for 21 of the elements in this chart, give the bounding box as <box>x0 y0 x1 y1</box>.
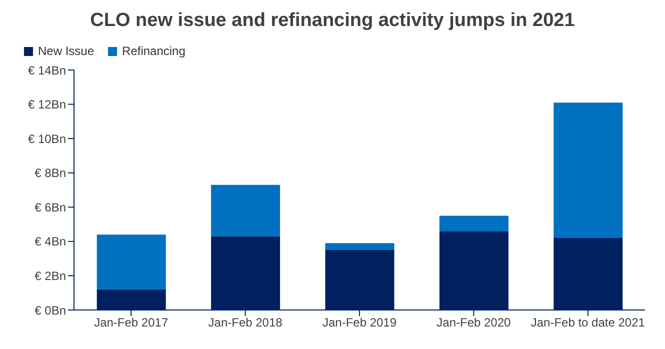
y-tick-label: € 8Bn <box>34 166 66 180</box>
x-tick-label: Jan-Feb 2017 <box>94 316 168 330</box>
x-tick-label: Jan-Feb 2020 <box>436 316 512 330</box>
y-tick-label: € 2Bn <box>34 268 66 283</box>
chart-title: CLO new issue and refinancing activity jumps in 2021 <box>89 9 576 33</box>
bar <box>325 243 394 250</box>
legend-label: Refinancing <box>121 43 186 60</box>
y-tick-label: € 0Bn <box>34 303 66 318</box>
legend-label: New Issue <box>37 43 94 60</box>
bar <box>211 184 280 236</box>
y-tick-label: € 14Bn <box>28 63 66 78</box>
y-tick-label: € 12Bn <box>28 98 66 112</box>
y-tick-label: € 4Bn <box>34 234 66 249</box>
y-tick-label: € 6Bn <box>34 200 66 214</box>
x-tick-label: Jan-Feb to date 2021 <box>530 316 646 330</box>
bar <box>439 216 508 232</box>
y-tick-label: € 10Bn <box>28 132 66 146</box>
bar <box>96 234 166 290</box>
bar <box>554 102 623 238</box>
x-tick-label: Jan-Feb 2018 <box>208 316 283 330</box>
x-tick-label: Jan-Feb 2019 <box>322 316 397 330</box>
